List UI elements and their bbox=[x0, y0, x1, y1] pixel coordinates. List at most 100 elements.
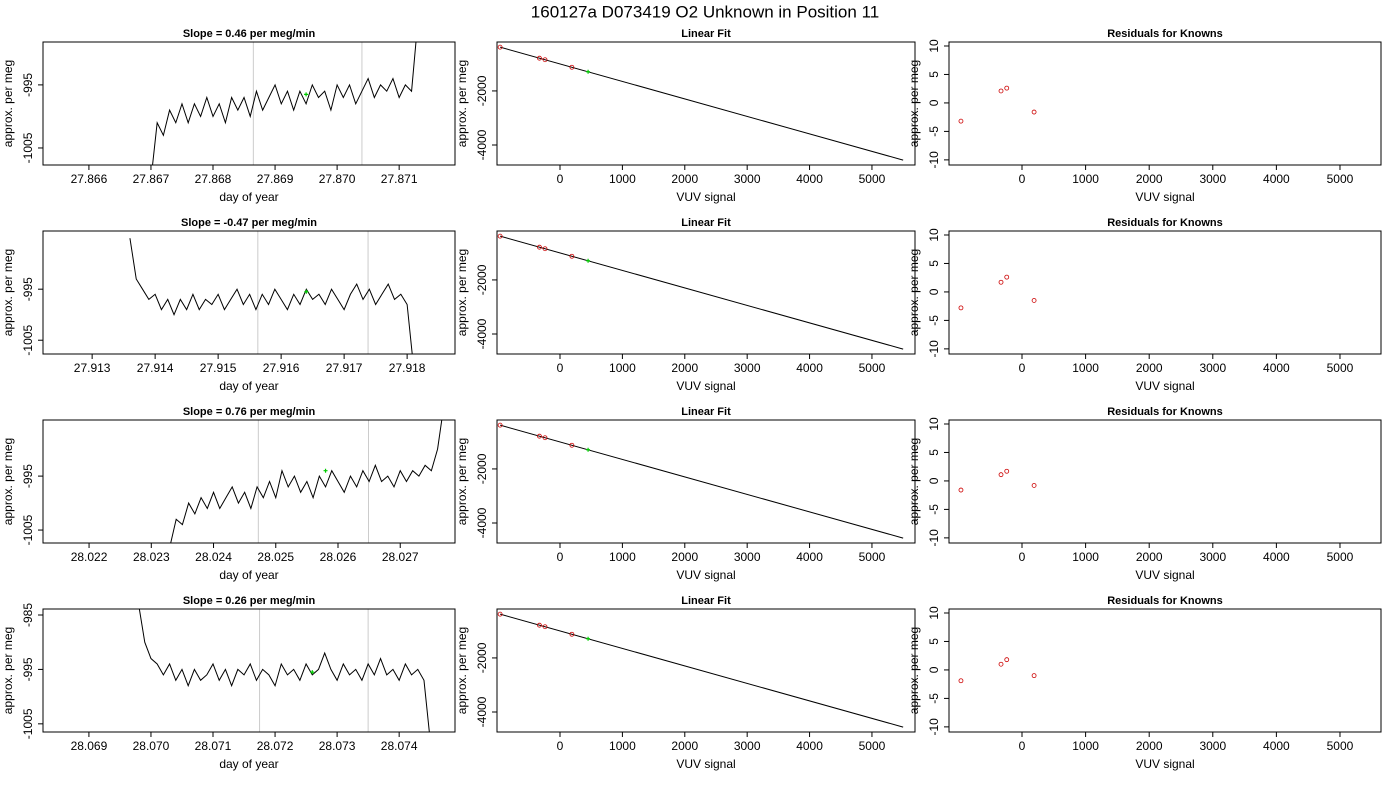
x-axis-label: VUV signal bbox=[1135, 568, 1194, 582]
x-tick-label: 3000 bbox=[1199, 361, 1226, 375]
plot-area bbox=[497, 233, 904, 350]
panel-title: Residuals for Knowns bbox=[1107, 595, 1223, 607]
plot-frame bbox=[948, 419, 1382, 544]
x-tick-label: 3000 bbox=[734, 172, 761, 186]
y-tick-label: -10 bbox=[927, 718, 941, 736]
y-axis-label: approx. per meg bbox=[455, 249, 469, 336]
x-tick-label: 28.025 bbox=[257, 550, 294, 564]
y-tick-label: -1005 bbox=[21, 132, 35, 163]
point bbox=[537, 433, 542, 439]
y-tick-label: -995 bbox=[21, 277, 35, 301]
plot-area bbox=[138, 609, 430, 732]
x-tick-label: 5000 bbox=[1327, 172, 1354, 186]
x-tick-label: 27.866 bbox=[71, 172, 108, 186]
y-axis-label: approx. per meg bbox=[1, 438, 15, 525]
point bbox=[1031, 483, 1037, 488]
x-tick-label: 27.918 bbox=[389, 361, 426, 375]
y-tick-label: 10 bbox=[927, 228, 941, 242]
x-tick-label: 27.915 bbox=[200, 361, 237, 375]
point bbox=[958, 487, 964, 493]
x-tick-label: 5000 bbox=[859, 361, 886, 375]
x-tick-label: 0 bbox=[557, 550, 564, 564]
y-tick-label: -10 bbox=[927, 340, 941, 358]
y-tick-label: 0 bbox=[927, 288, 941, 295]
y-tick-label: -1005 bbox=[21, 325, 35, 356]
plot-area bbox=[958, 274, 1037, 311]
point bbox=[537, 55, 542, 61]
point bbox=[1031, 298, 1037, 303]
point bbox=[958, 118, 964, 124]
plot-area bbox=[497, 44, 904, 161]
x-tick-label: 1000 bbox=[609, 550, 636, 564]
y-tick-label: -1005 bbox=[21, 708, 35, 739]
y-tick-label: -4000 bbox=[475, 696, 489, 727]
y-tick-label: -5 bbox=[927, 504, 941, 515]
x-tick-label: 28.072 bbox=[257, 739, 294, 753]
y-tick-label: -4000 bbox=[475, 507, 489, 538]
plot-frame bbox=[42, 41, 456, 166]
x-tick-label: 1000 bbox=[1072, 739, 1099, 753]
y-tick-label: 5 bbox=[927, 260, 941, 267]
x-tick-label: 2000 bbox=[1136, 739, 1163, 753]
y-axis-label: approx. per meg bbox=[1, 627, 15, 714]
x-tick-label: 28.027 bbox=[382, 550, 419, 564]
y-tick-label: -4000 bbox=[475, 318, 489, 349]
trace bbox=[129, 238, 413, 354]
y-tick-label: -10 bbox=[927, 151, 941, 169]
x-tick-label: 4000 bbox=[1263, 550, 1290, 564]
point bbox=[1031, 673, 1037, 679]
x-tick-label: 27.869 bbox=[257, 172, 294, 186]
x-tick-label: 28.026 bbox=[320, 550, 357, 564]
plot-area bbox=[170, 420, 443, 543]
plot-frame bbox=[496, 41, 916, 166]
y-tick-label: -4000 bbox=[475, 129, 489, 160]
x-tick-label: 4000 bbox=[1263, 739, 1290, 753]
y-tick-label: -995 bbox=[21, 464, 35, 488]
y-tick-label: -1005 bbox=[21, 514, 35, 545]
x-tick-label: 3000 bbox=[1199, 739, 1226, 753]
fit-line bbox=[499, 424, 904, 539]
x-axis-label: VUV signal bbox=[676, 568, 735, 582]
x-tick-label: 0 bbox=[1019, 172, 1026, 186]
y-tick-label: 10 bbox=[927, 39, 941, 53]
y-tick-label: -2000 bbox=[475, 264, 489, 295]
point bbox=[569, 631, 575, 637]
trace bbox=[138, 609, 430, 732]
trace bbox=[170, 420, 443, 543]
panel-title: Linear Fit bbox=[681, 595, 731, 607]
x-tick-label: 0 bbox=[1019, 361, 1026, 375]
y-axis-label: approx. per meg bbox=[455, 627, 469, 714]
point bbox=[542, 246, 548, 252]
x-tick-label: 0 bbox=[557, 172, 564, 186]
x-tick-label: 1000 bbox=[1072, 361, 1099, 375]
x-tick-label: 0 bbox=[557, 739, 564, 753]
x-tick-label: 4000 bbox=[796, 172, 823, 186]
x-tick-label: 1000 bbox=[1072, 550, 1099, 564]
y-tick-label: 5 bbox=[927, 638, 941, 645]
x-axis-label: VUV signal bbox=[1135, 190, 1194, 204]
plot-frame bbox=[42, 608, 456, 733]
x-tick-label: 27.917 bbox=[326, 361, 363, 375]
y-tick-label: -2000 bbox=[475, 453, 489, 484]
x-tick-label: 1000 bbox=[1072, 172, 1099, 186]
x-tick-label: 27.868 bbox=[195, 172, 232, 186]
y-tick-label: -2000 bbox=[475, 642, 489, 673]
y-axis-label: approx. per meg bbox=[907, 438, 921, 525]
y-tick-label: -10 bbox=[927, 529, 941, 547]
point bbox=[1004, 468, 1010, 474]
plot-area bbox=[129, 231, 413, 354]
x-axis-label: VUV signal bbox=[676, 757, 735, 771]
x-tick-label: 27.870 bbox=[319, 172, 356, 186]
plot-frame bbox=[496, 608, 916, 733]
panel-title: Slope = 0.26 per meg/min bbox=[183, 595, 316, 607]
x-tick-label: 5000 bbox=[1327, 361, 1354, 375]
plot-frame bbox=[948, 230, 1382, 355]
unknown-point bbox=[304, 92, 309, 97]
x-axis-label: day of year bbox=[219, 757, 278, 771]
plot-frame bbox=[42, 230, 456, 355]
point bbox=[542, 624, 548, 630]
x-tick-label: 2000 bbox=[671, 739, 698, 753]
y-tick-label: 0 bbox=[927, 99, 941, 106]
x-axis-label: VUV signal bbox=[676, 190, 735, 204]
